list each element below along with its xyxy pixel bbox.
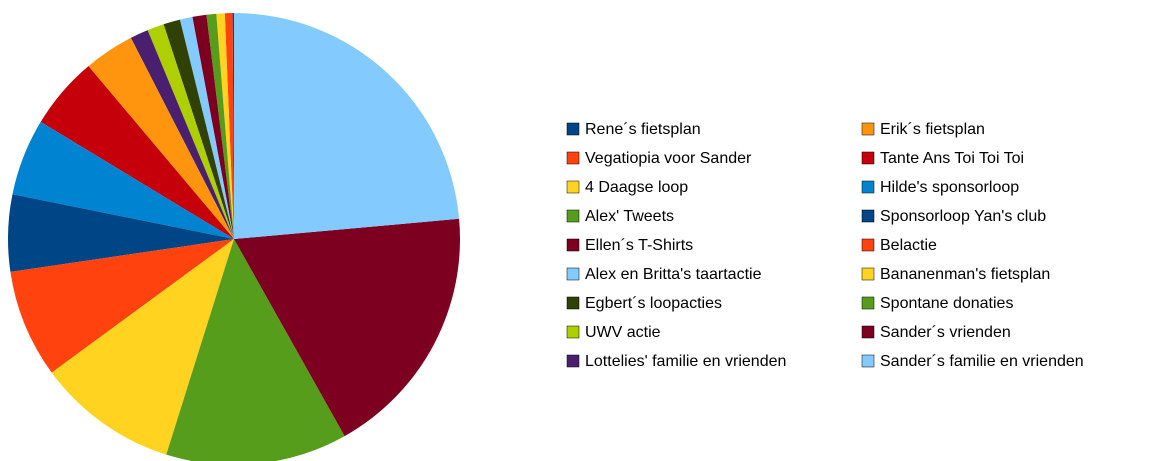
pie-slice [232, 13, 234, 239]
legend-swatch [566, 151, 580, 165]
legend-label: Sponsorloop Yan's club [880, 208, 1046, 225]
pie-slice [166, 239, 345, 461]
legend-swatch [861, 122, 875, 136]
pie-slice [216, 13, 234, 239]
pie-slice [88, 37, 234, 239]
legend-swatch [861, 354, 875, 368]
legend-swatch [566, 267, 580, 281]
pie-slice [147, 24, 234, 239]
legend-swatch [566, 325, 580, 339]
legend-label: Hilde's sponsorloop [880, 179, 1019, 196]
pie-slice [130, 30, 234, 240]
legend-swatch [566, 180, 580, 194]
legend-label: Vegatiopia voor Sander [585, 150, 752, 167]
legend-swatch [861, 151, 875, 165]
legend-swatch [861, 209, 875, 223]
pie-slice [192, 14, 234, 239]
legend-swatch [861, 180, 875, 194]
legend-label: Egbert´s loopacties [585, 295, 722, 312]
legend-label: Rene´s fietsplan [585, 121, 701, 138]
pie-slice [206, 13, 234, 239]
legend-label: Bananenman's fietsplan [880, 266, 1050, 283]
legend-label: Sander´s familie en vrienden [880, 353, 1084, 370]
legend-label: Tante Ans Toi Toi Toi [880, 150, 1024, 167]
pie-slice [51, 239, 235, 455]
legend-swatch [861, 325, 875, 339]
pie-slice [12, 121, 235, 239]
legend-label: Sander´s vrienden [880, 324, 1011, 341]
legend-swatch [566, 354, 580, 368]
pie-slice [163, 19, 234, 239]
pie-slice [234, 218, 460, 437]
legend-label: Ellen´s T-Shirts [585, 237, 693, 254]
legend-label: Spontane donaties [880, 295, 1013, 312]
pie-slice [10, 239, 234, 373]
legend-swatch [566, 122, 580, 136]
pie-slice [179, 16, 234, 239]
pie-slice [224, 13, 234, 239]
legend-swatch [566, 238, 580, 252]
legend-label: Lottelies' familie en vrienden [585, 353, 786, 370]
legend-label: Erik´s fietsplan [880, 121, 985, 138]
pie-slice [7, 194, 234, 272]
legend-label: UWV actie [585, 324, 661, 341]
legend-label: Belactie [880, 237, 937, 254]
pie-slice [40, 66, 234, 240]
legend-swatch [861, 267, 875, 281]
pie-slice [234, 13, 460, 239]
legend-swatch [861, 238, 875, 252]
legend-label: Alex' Tweets [585, 208, 674, 225]
legend-label: 4 Daagse loop [585, 179, 688, 196]
legend-swatch [566, 296, 580, 310]
legend-swatch [861, 296, 875, 310]
legend-swatch [566, 209, 580, 223]
legend-label: Alex en Britta's taartactie [585, 266, 762, 283]
